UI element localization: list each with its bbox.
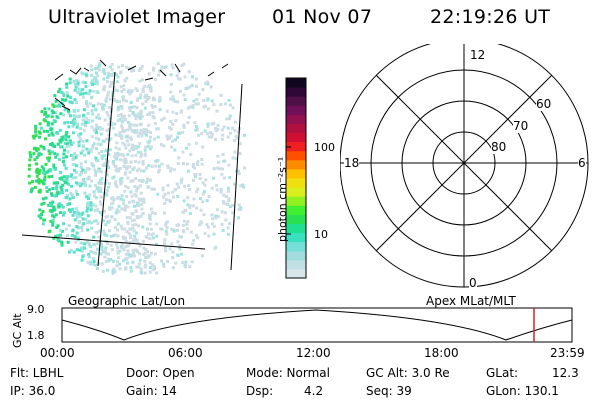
colorbar-cell <box>286 268 306 279</box>
colorbar-cell <box>286 78 306 88</box>
colorbar-cell <box>286 205 306 215</box>
time-tick-0600: 06:00 <box>168 346 203 360</box>
colorbar-cell <box>286 87 306 97</box>
colorbar-frame <box>285 77 307 279</box>
time-display: 22:19:26 UT <box>430 6 551 28</box>
colorbar-cell <box>286 250 306 261</box>
coastline <box>54 59 229 111</box>
uv-image-panel <box>21 59 247 275</box>
glat-value: 12.3 <box>552 366 579 380</box>
colorbar-cell <box>286 168 306 179</box>
colorbar-cell <box>286 159 306 170</box>
altitude-plot <box>61 307 573 343</box>
colorbar-cell <box>286 150 306 161</box>
orbit-altitude-curve <box>61 309 573 341</box>
date-display: 01 Nov 07 <box>272 6 373 28</box>
altitude-axis-label: GC Alt <box>11 313 24 348</box>
mlt-label-18: 18 <box>344 156 360 170</box>
colorbar <box>285 77 307 279</box>
colorbar-scale <box>286 78 306 279</box>
time-tick-1800: 18:00 <box>424 346 459 360</box>
colorbar-cell <box>286 187 306 197</box>
colorbar-cell <box>286 178 306 188</box>
colorbar-cell <box>286 123 306 134</box>
mlt-label-0: 0 <box>469 276 477 290</box>
polar-plot <box>340 44 589 288</box>
geographic-projection-label: Geographic Lat/Lon <box>68 294 186 308</box>
dsp-value: 4.2 <box>304 384 324 398</box>
colorbar-cell <box>286 196 306 206</box>
colorbar-cell <box>286 105 306 115</box>
ip-status: IP: 36.0 <box>10 384 56 398</box>
latitude-line <box>21 234 206 250</box>
app-title: Ultraviolet Imager <box>48 6 226 28</box>
mlt-label-6: 6 <box>578 156 586 170</box>
time-tick-0000: 00:00 <box>40 346 75 360</box>
dsp-label: Dsp: <box>246 384 274 398</box>
colorbar-cell <box>286 259 306 270</box>
colorbar-cell <box>286 96 306 106</box>
colorbar-cell <box>286 132 306 143</box>
apex-projection-label: Apex MLat/MLT <box>426 294 516 308</box>
colorbar-cell <box>286 232 306 243</box>
colorbar-tick-10: 10 <box>314 228 328 241</box>
glat-label: GLat: <box>486 366 519 380</box>
colorbar-tick-100: 100 <box>314 141 335 154</box>
time-tick-1200: 12:00 <box>296 346 331 360</box>
door-status: Door: Open <box>126 366 195 380</box>
mlat-label-60: 60 <box>536 97 552 111</box>
aurora-emission-map <box>27 62 247 275</box>
colorbar-cell <box>286 214 306 224</box>
longitude-line <box>230 83 243 271</box>
filter-status: Flt: LBHL <box>10 366 64 380</box>
altitude-tick-1-8: 1.8 <box>27 329 45 342</box>
time-tick-2359: 23:59 <box>550 346 585 360</box>
mlat-label-70: 70 <box>513 119 529 133</box>
colorbar-cell <box>286 241 306 252</box>
colorbar-cell <box>286 141 306 152</box>
colorbar-cell <box>286 114 306 124</box>
colorbar-cell <box>286 223 306 234</box>
longitude-line <box>97 71 116 267</box>
gc-alt-status: GC Alt: 3.0 Re <box>366 366 450 380</box>
colorbar-label: photon cm⁻²s⁻¹ <box>276 156 289 242</box>
glon-status: GLon: 130.1 <box>486 384 559 398</box>
gain-status: Gain: 14 <box>126 384 177 398</box>
altitude-plot-frame <box>61 307 573 343</box>
mlat-label-80: 80 <box>491 140 507 154</box>
mode-status: Mode: Normal <box>246 366 330 380</box>
polar-diagonal <box>375 74 553 252</box>
altitude-tick-9: 9.0 <box>27 303 45 316</box>
mlt-label-12: 12 <box>470 48 486 62</box>
seq-status: Seq: 39 <box>366 384 412 398</box>
